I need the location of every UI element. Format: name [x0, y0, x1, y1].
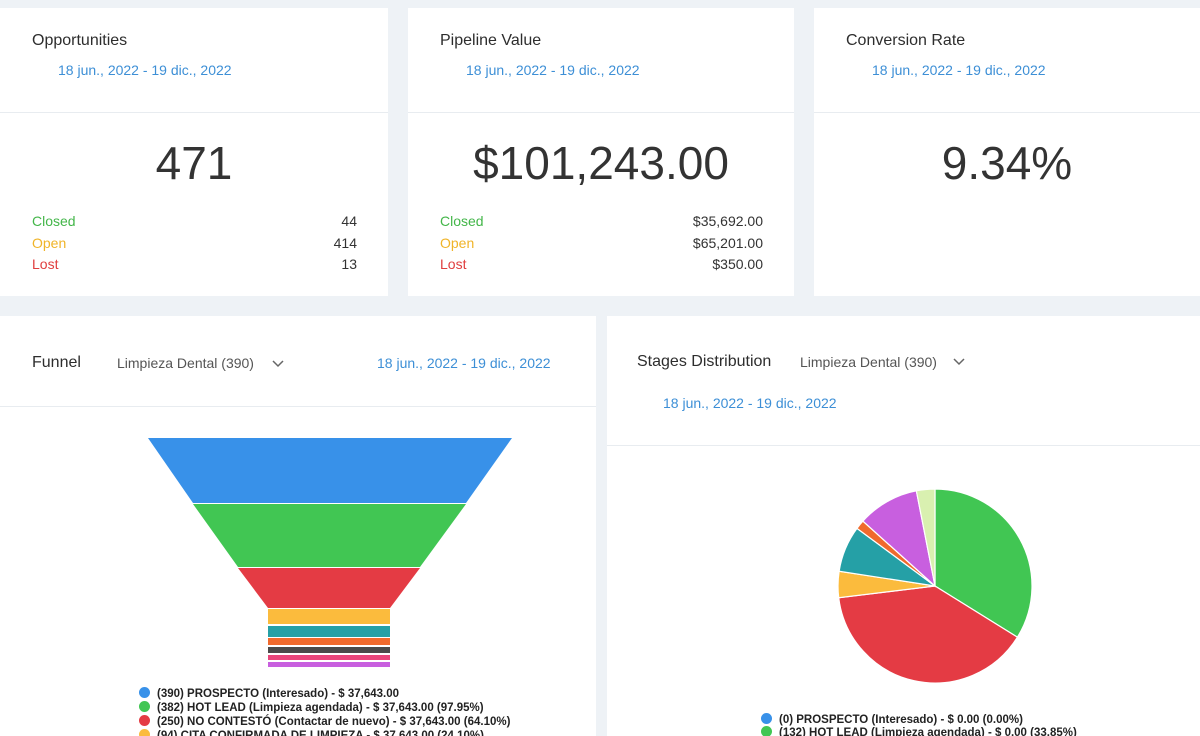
card-total: 471 — [155, 137, 233, 189]
legend-item: (390) PROSPECTO (Interesado) - $ 37,643.… — [139, 687, 399, 700]
legend-item: (132) HOT LEAD (Limpieza agendada) - $ 0… — [761, 726, 1077, 736]
funnel-stage — [268, 638, 390, 645]
funnel-stage — [268, 609, 390, 624]
stat-row: Lost 13 — [32, 256, 357, 272]
card-title: Pipeline Value — [440, 32, 542, 49]
funnel-stage — [268, 655, 390, 660]
legend-dot — [761, 726, 772, 736]
card-header — [0, 316, 596, 407]
legend-dot — [139, 715, 150, 726]
pipeline-filter[interactable]: Limpieza Dental (390) — [117, 355, 254, 371]
row-value: $350.00 — [712, 256, 763, 272]
legend-item: (250) NO CONTESTÓ (Contactar de nuevo) -… — [139, 715, 510, 728]
chevron-icon — [953, 358, 965, 366]
funnel-stage — [193, 504, 466, 567]
legend-dot — [139, 729, 150, 736]
funnel-stage — [268, 662, 390, 667]
row-label: Open — [32, 234, 67, 251]
legend-text: (132) HOT LEAD (Limpieza agendada) - $ 0… — [779, 727, 1077, 736]
legend-item: (0) PROSPECTO (Interesado) - $ 0.00 (0.0… — [761, 713, 1023, 726]
stat-card: Pipeline Value 18 jun., 2022 - 19 dic., 2… — [408, 8, 794, 296]
row-value: 13 — [341, 256, 357, 272]
card-header — [607, 316, 1200, 446]
stat-row: Lost $350.00 — [440, 256, 763, 272]
stat-card: Conversion Rate 18 jun., 2022 - 19 dic., … — [814, 8, 1200, 296]
row-label: Open — [440, 234, 475, 251]
row-label: Lost — [32, 256, 59, 272]
card-total: $101,243.00 — [473, 137, 729, 189]
date-range[interactable]: 18 jun., 2022 - 19 dic., 2022 — [663, 395, 837, 411]
funnel-stage — [148, 438, 512, 503]
funnel-stage — [268, 647, 390, 653]
pie-slice — [934, 488, 1033, 639]
date-range[interactable]: 18 jun., 2022 - 19 dic., 2022 — [466, 62, 640, 78]
card-title: Opportunities — [32, 32, 128, 49]
dropdown-chevron[interactable] — [272, 360, 284, 368]
legend-item: (94) CITA CONFIRMADA DE LIMPIEZA - $ 37,… — [139, 729, 484, 736]
row-value: $65,201.00 — [692, 234, 763, 251]
pie-slice — [838, 585, 1019, 684]
dropdown-chevron[interactable] — [953, 358, 965, 366]
card-header — [0, 8, 388, 113]
card-total: 9.34% — [941, 137, 1073, 189]
date-range[interactable]: 18 jun., 2022 - 19 dic., 2022 — [377, 355, 551, 371]
pipeline-filter[interactable]: Limpieza Dental (390) — [800, 354, 937, 370]
funnel-stage — [268, 626, 390, 637]
date-range[interactable]: 18 jun., 2022 - 19 dic., 2022 — [58, 62, 232, 78]
chevron-icon — [272, 360, 284, 368]
legend-dot — [761, 713, 772, 724]
stat-row: Closed 44 — [32, 213, 357, 229]
card-header — [814, 8, 1200, 113]
legend-text: (0) PROSPECTO (Interesado) - $ 0.00 (0.0… — [779, 714, 1023, 726]
legend-dot — [139, 701, 150, 712]
legend-text: (382) HOT LEAD (Limpieza agendada) - $ 3… — [157, 702, 484, 714]
row-value: $35,692.00 — [692, 213, 763, 229]
stat-row: Open 414 — [32, 235, 357, 251]
row-value: 414 — [333, 234, 357, 251]
card-title: Stages Distribution — [637, 353, 772, 370]
stat-row: Closed $35,692.00 — [440, 213, 763, 229]
funnel-stage — [238, 568, 420, 608]
pie-chart — [837, 488, 1033, 684]
date-range[interactable]: 18 jun., 2022 - 19 dic., 2022 — [872, 62, 1046, 78]
legend-dot — [139, 687, 150, 698]
stat-card: Opportunities 18 jun., 2022 - 19 dic., 20… — [0, 8, 388, 296]
funnel-card: Funnel Limpieza Dental (390) 18 jun., 2022… — [0, 316, 596, 736]
card-header — [408, 8, 794, 113]
legend-text: (94) CITA CONFIRMADA DE LIMPIEZA - $ 37,… — [157, 730, 484, 736]
legend-item: (382) HOT LEAD (Limpieza agendada) - $ 3… — [139, 701, 484, 714]
legend-text: (390) PROSPECTO (Interesado) - $ 37,643.… — [157, 688, 400, 700]
row-label: Closed — [440, 213, 484, 229]
stages-card: Stages Distribution Limpieza Dental (390)… — [607, 316, 1200, 736]
row-label: Closed — [32, 213, 76, 229]
row-label: Lost — [440, 256, 467, 272]
pie-slice — [915, 488, 936, 587]
card-title: Funnel — [32, 354, 81, 371]
funnel-chart — [148, 438, 512, 667]
card-title: Conversion Rate — [846, 32, 966, 49]
legend-text: (250) NO CONTESTÓ (Contactar de nuevo) -… — [157, 716, 511, 728]
row-value: 44 — [341, 213, 357, 229]
stat-row: Open $65,201.00 — [440, 235, 763, 251]
